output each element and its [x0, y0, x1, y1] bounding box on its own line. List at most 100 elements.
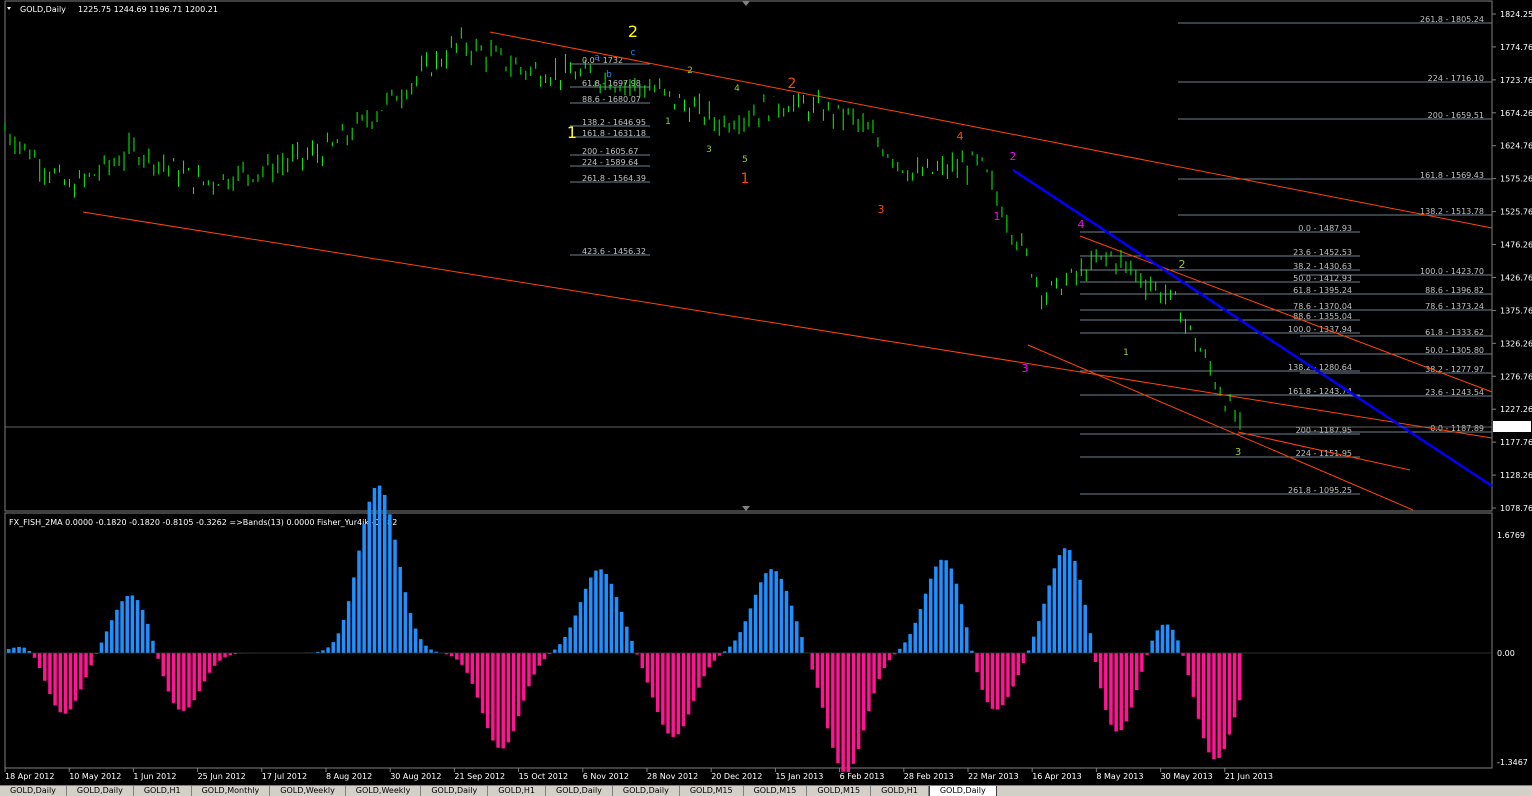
fib-label: 61.8 - 1697.98 — [582, 79, 641, 88]
histogram-bar — [553, 650, 557, 653]
wave-label: 4 — [734, 84, 740, 94]
histogram-bar — [141, 610, 145, 653]
histogram-bar — [1006, 653, 1010, 697]
histogram-bar — [38, 653, 42, 668]
histogram-bar — [543, 653, 547, 659]
histogram-bar — [867, 653, 871, 711]
fib-label: 200 - 1659.51 — [1428, 111, 1484, 120]
histogram-bar — [836, 653, 840, 763]
histogram-bar — [383, 495, 387, 653]
price-tick-label: 1177.76 — [1500, 438, 1532, 447]
histogram-bar — [795, 621, 799, 653]
histogram-bar — [1089, 633, 1093, 653]
histogram-bar — [357, 551, 361, 653]
histogram-bar — [630, 641, 634, 653]
ohlc-values: 1225.75 1244.69 1196.71 1200.21 — [78, 5, 218, 14]
histogram-bar — [522, 653, 526, 701]
date-tick-label: 28 Feb 2013 — [904, 772, 954, 781]
histogram-bar — [584, 589, 588, 653]
histogram-bar — [821, 653, 825, 708]
price-tick-label: 1723.76 — [1500, 76, 1532, 85]
histogram-bar — [476, 653, 480, 698]
date-tick-label: 6 Nov 2012 — [583, 772, 629, 781]
histogram-bar — [594, 571, 598, 653]
histogram-bar — [1171, 630, 1175, 653]
shift-marker-bottom-icon[interactable] — [742, 506, 750, 511]
indicator-tick-label: 0.00 — [1497, 649, 1515, 658]
histogram-bar — [496, 653, 500, 748]
histogram-bar — [697, 653, 701, 688]
histogram-bar — [1063, 548, 1067, 653]
histogram-bar — [404, 592, 408, 653]
histogram-bar — [419, 639, 423, 653]
histogram-bar — [64, 653, 68, 714]
histogram-bar — [486, 653, 490, 728]
fib-label: 200 - 1605.67 — [582, 147, 638, 156]
histogram-bar — [74, 653, 78, 701]
histogram-bar — [120, 601, 124, 653]
histogram-bar — [218, 653, 222, 661]
histogram-bar — [656, 653, 660, 712]
price-tick-label: 1227.26 — [1500, 405, 1532, 414]
histogram-bar — [641, 653, 645, 668]
wave-label: 2 — [788, 76, 797, 92]
histogram-bar — [409, 613, 413, 653]
wave-label: 1 — [665, 117, 671, 127]
date-tick-label: 8 May 2013 — [1096, 772, 1143, 781]
histogram-bar — [671, 653, 675, 737]
histogram-bar — [203, 653, 207, 681]
histogram-bar — [677, 653, 681, 734]
histogram-bar — [1094, 653, 1098, 662]
fib-label: 23.6 - 1452.53 — [1293, 248, 1352, 257]
histogram-bar — [800, 637, 804, 653]
histogram-bar — [872, 653, 876, 693]
price-tick-label: 1276.76 — [1500, 372, 1532, 381]
histogram-bar — [749, 608, 753, 653]
histogram-bar — [847, 653, 851, 772]
histogram-bar — [450, 653, 454, 656]
histogram-bar — [43, 653, 47, 681]
histogram-bar — [1233, 653, 1237, 717]
histogram-bar — [1109, 653, 1113, 725]
histogram-bar — [182, 653, 186, 711]
histogram-bar — [687, 653, 691, 714]
histogram-bar — [1068, 550, 1072, 653]
fib-label: 261.8 - 1564.39 — [582, 174, 646, 183]
histogram-bar — [1078, 580, 1082, 653]
histogram-bar — [579, 602, 583, 653]
menu-triangle-icon[interactable] — [7, 7, 11, 10]
histogram-bar — [924, 594, 928, 653]
wave-label: 1 — [741, 171, 750, 187]
histogram-bar — [1042, 604, 1046, 653]
histogram-bar — [908, 634, 912, 653]
histogram-bar — [1011, 653, 1015, 686]
histogram-bar — [883, 653, 887, 668]
histogram-bar — [414, 629, 418, 653]
price-tick-label: 1674.26 — [1500, 109, 1532, 118]
fib-label: 138.2 - 1280.64 — [1288, 363, 1352, 372]
histogram-bar — [59, 653, 63, 712]
symbol-title: GOLD,Daily — [20, 5, 66, 14]
histogram-bar — [362, 524, 366, 653]
date-tick-label: 22 Mar 2013 — [968, 772, 1019, 781]
histogram-bar — [1223, 653, 1227, 749]
histogram-bar — [398, 567, 402, 653]
wave-label: 3 — [878, 203, 885, 216]
histogram-bar — [213, 653, 217, 666]
histogram-bar — [368, 502, 372, 653]
histogram-bar — [342, 620, 346, 653]
fib-label: 50.0 - 1305.80 — [1425, 346, 1484, 355]
histogram-bar — [1104, 653, 1108, 710]
histogram-bar — [1130, 653, 1134, 707]
fib-label: 61.8 - 1333.62 — [1425, 328, 1484, 337]
shift-marker-icon[interactable] — [742, 1, 750, 6]
histogram-bar — [1161, 625, 1165, 653]
histogram-bar — [759, 582, 763, 653]
histogram-bar — [1047, 585, 1051, 653]
histogram-bar — [1212, 653, 1216, 759]
histogram-bar — [378, 486, 382, 653]
price-tick-label: 1128.26 — [1500, 471, 1532, 480]
histogram-bar — [810, 653, 814, 670]
